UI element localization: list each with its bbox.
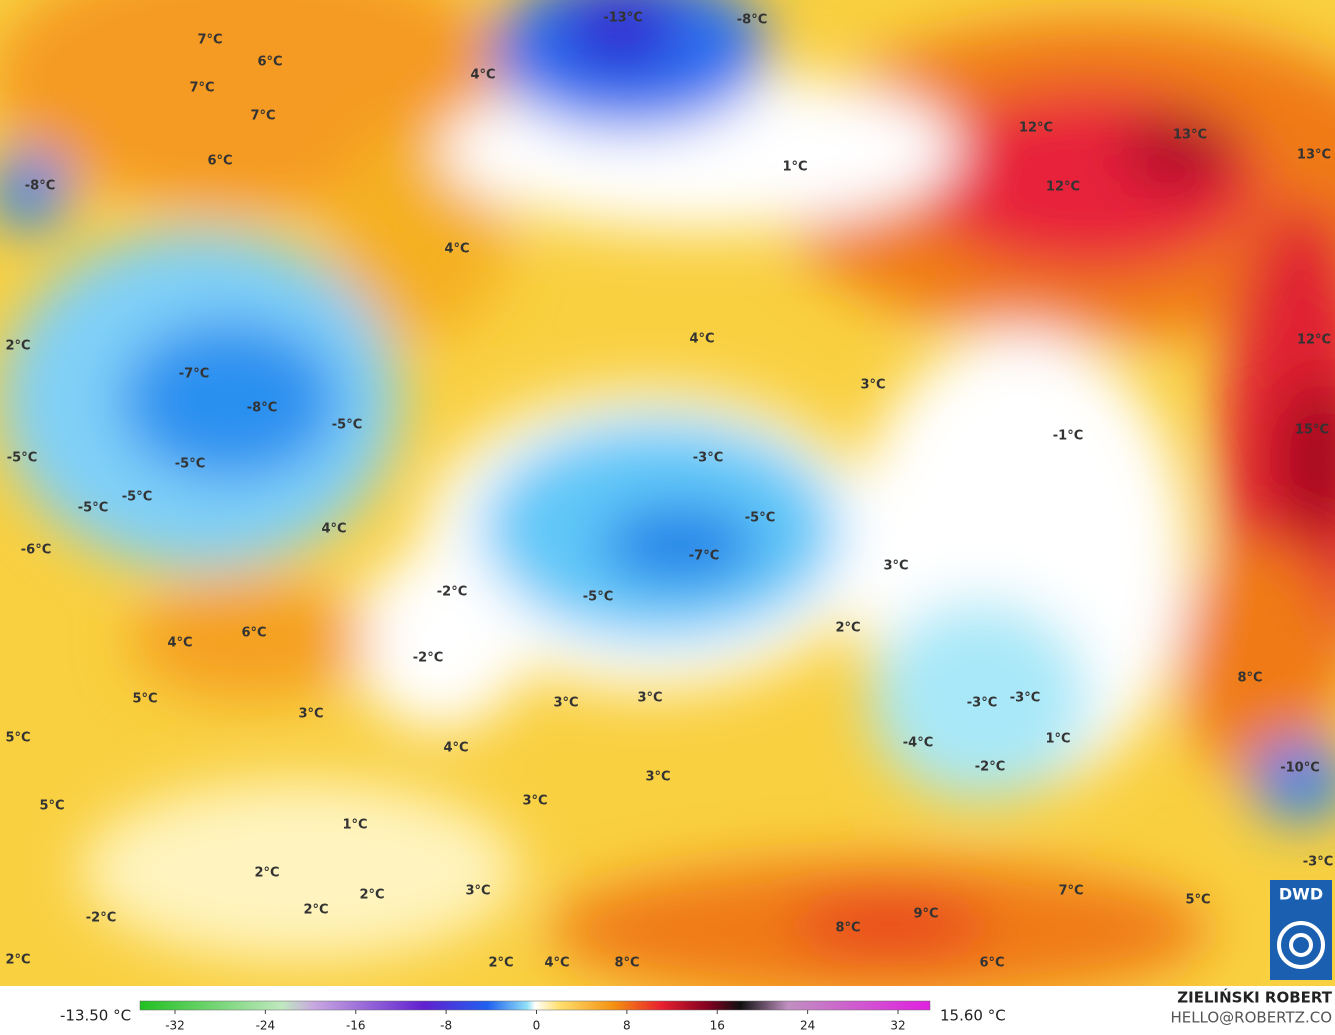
temperature-label: 7°C	[250, 109, 275, 124]
temperature-label: -5°C	[175, 457, 205, 472]
temperature-label: 6°C	[257, 55, 282, 70]
tick-label: -8	[440, 1019, 452, 1033]
temperature-label: 4°C	[167, 636, 192, 651]
temperature-label: 7°C	[1058, 884, 1083, 899]
temperature-label: 3°C	[465, 884, 490, 899]
temperature-label: 5°C	[5, 731, 30, 746]
temperature-label: 3°C	[645, 770, 670, 785]
temperature-label: 3°C	[298, 707, 323, 722]
temperature-label: -6°C	[21, 543, 51, 558]
temperature-label: 6°C	[207, 154, 232, 169]
temperature-label: 3°C	[522, 794, 547, 809]
temperature-label: -5°C	[745, 511, 775, 526]
temperature-label: 2°C	[5, 953, 30, 968]
color-bar-ticks: -32 -24 -16 -8 0 8 16 24 32	[165, 1010, 906, 1033]
tick-label: 8	[623, 1019, 631, 1033]
temperature-label: -7°C	[179, 367, 209, 382]
temperature-label: 4°C	[470, 68, 495, 83]
temperature-label: -3°C	[693, 451, 723, 466]
temperature-label: 2°C	[5, 339, 30, 354]
temperature-label: 4°C	[689, 332, 714, 347]
temperature-label: -8°C	[737, 13, 767, 28]
temperature-label: 5°C	[39, 799, 64, 814]
logo-swirl	[1277, 921, 1325, 969]
temperature-label: -8°C	[25, 179, 55, 194]
temperature-label: 2°C	[254, 866, 279, 881]
tick-label: 16	[710, 1019, 725, 1033]
temperature-label: 2°C	[488, 956, 513, 971]
temperature-label: 8°C	[614, 956, 639, 971]
temperature-label: -8°C	[247, 401, 277, 416]
temperature-label: 6°C	[979, 956, 1004, 971]
temperature-label: 4°C	[321, 522, 346, 537]
legend-min: -13.50 °C	[60, 1007, 131, 1025]
color-bar	[139, 1000, 931, 1011]
logo-swirl	[1289, 933, 1313, 957]
temperature-label: 5°C	[132, 692, 157, 707]
temperature-label: 13°C	[1173, 128, 1207, 143]
temperature-label: 3°C	[637, 691, 662, 706]
temperature-label: -2°C	[437, 585, 467, 600]
temperature-label: 1°C	[782, 160, 807, 175]
temperature-label: 12°C	[1046, 180, 1080, 195]
temperature-label: 13°C	[1297, 148, 1331, 163]
temperature-label: 12°C	[1019, 121, 1053, 136]
temperature-label: 8°C	[1237, 671, 1262, 686]
tick-label: 24	[800, 1019, 815, 1033]
temperature-label: -2°C	[975, 760, 1005, 775]
temperature-label: -3°C	[967, 696, 997, 711]
temperature-field	[0, 0, 1335, 986]
tick-label: -16	[346, 1019, 366, 1033]
temperature-label: 1°C	[342, 818, 367, 833]
email: HELLO@ROBERTZ.CO	[1170, 1009, 1332, 1027]
temperature-label: 4°C	[444, 242, 469, 257]
temperature-label: 8°C	[835, 921, 860, 936]
temperature-label: -5°C	[583, 590, 613, 605]
temperature-labels: -13°C -8°C 7°C 6°C 4°C 7°C 7°C 6°C 1°C 12°C 13°C 13…	[5, 11, 1333, 971]
author: ZIELIŃSKI ROBERT	[1177, 988, 1332, 1007]
temperature-label: 9°C	[913, 907, 938, 922]
temperature-label: -4°C	[903, 736, 933, 751]
temperature-label: -3°C	[1303, 855, 1333, 870]
temperature-label: 1°C	[1045, 732, 1070, 747]
temperature-label: -5°C	[332, 418, 362, 433]
temperature-label: -3°C	[1010, 691, 1040, 706]
temperature-label: 2°C	[359, 888, 384, 903]
temperature-label: -1°C	[1053, 429, 1083, 444]
temperature-label: 15°C	[1295, 423, 1329, 438]
temperature-label: 4°C	[443, 741, 468, 756]
temperature-label: 12°C	[1297, 333, 1331, 348]
temperature-label: 6°C	[241, 626, 266, 641]
temperature-label: 2°C	[835, 621, 860, 636]
temperature-label: -7°C	[689, 549, 719, 564]
temperature-label: 3°C	[860, 378, 885, 393]
logo-text: DWD	[1279, 885, 1323, 904]
logo-box	[1270, 880, 1332, 980]
legend-max: 15.60 °C	[940, 1007, 1006, 1025]
temperature-label: -5°C	[7, 451, 37, 466]
temperature-label: -5°C	[78, 501, 108, 516]
temperature-label: 7°C	[189, 81, 214, 96]
temperature-label: 3°C	[553, 696, 578, 711]
tick-label: -24	[256, 1019, 276, 1033]
temperature-label: -5°C	[122, 490, 152, 505]
tick-label: 0	[533, 1019, 541, 1033]
temperature-label: 5°C	[1185, 893, 1210, 908]
temperature-label: 3°C	[883, 559, 908, 574]
temperature-label: 4°C	[544, 956, 569, 971]
tick-label: -32	[165, 1019, 185, 1033]
temperature-label: 7°C	[197, 33, 222, 48]
tick-label: 32	[890, 1019, 905, 1033]
temperature-label: -13°C	[603, 11, 643, 26]
temperature-label: -2°C	[86, 911, 116, 926]
temperature-label: -2°C	[413, 651, 443, 666]
temperature-label: 2°C	[303, 903, 328, 918]
temperature-label: -10°C	[1280, 761, 1320, 776]
